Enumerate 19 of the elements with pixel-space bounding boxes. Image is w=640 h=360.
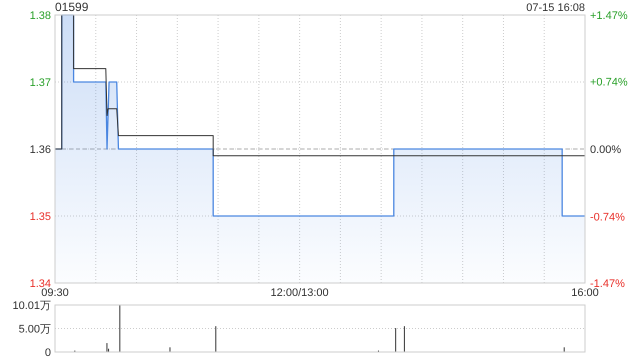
- y2-tick-label: +0.74%: [590, 76, 628, 89]
- y2-tick-label: -1.47%: [590, 278, 626, 290]
- y2-tick-label: 0.00%: [590, 144, 622, 156]
- y-tick-label: 0: [44, 347, 51, 359]
- x-tick-label: 16:00: [571, 287, 599, 299]
- y-tick-label: 1.37: [30, 77, 51, 89]
- x-tick-label: 12:00/13:00: [270, 287, 329, 299]
- y-tick-label: 10.01万: [12, 300, 51, 312]
- y-tick-label: 5.00万: [18, 324, 51, 336]
- y-tick-label: 1.34: [30, 278, 51, 290]
- text: 07-15 16:08: [526, 2, 585, 14]
- chart-title: 01599: [55, 0, 89, 14]
- y-tick-label: 1.35: [30, 211, 51, 223]
- x-tick-label: 09:30: [41, 287, 69, 299]
- y-tick-label: 1.38: [30, 10, 51, 22]
- y-tick-label: 1.36: [30, 144, 51, 156]
- y2-tick-label: -0.74%: [590, 211, 626, 224]
- line-series: [54, 14, 586, 156]
- y2-tick-label: +1.47%: [590, 10, 628, 22]
